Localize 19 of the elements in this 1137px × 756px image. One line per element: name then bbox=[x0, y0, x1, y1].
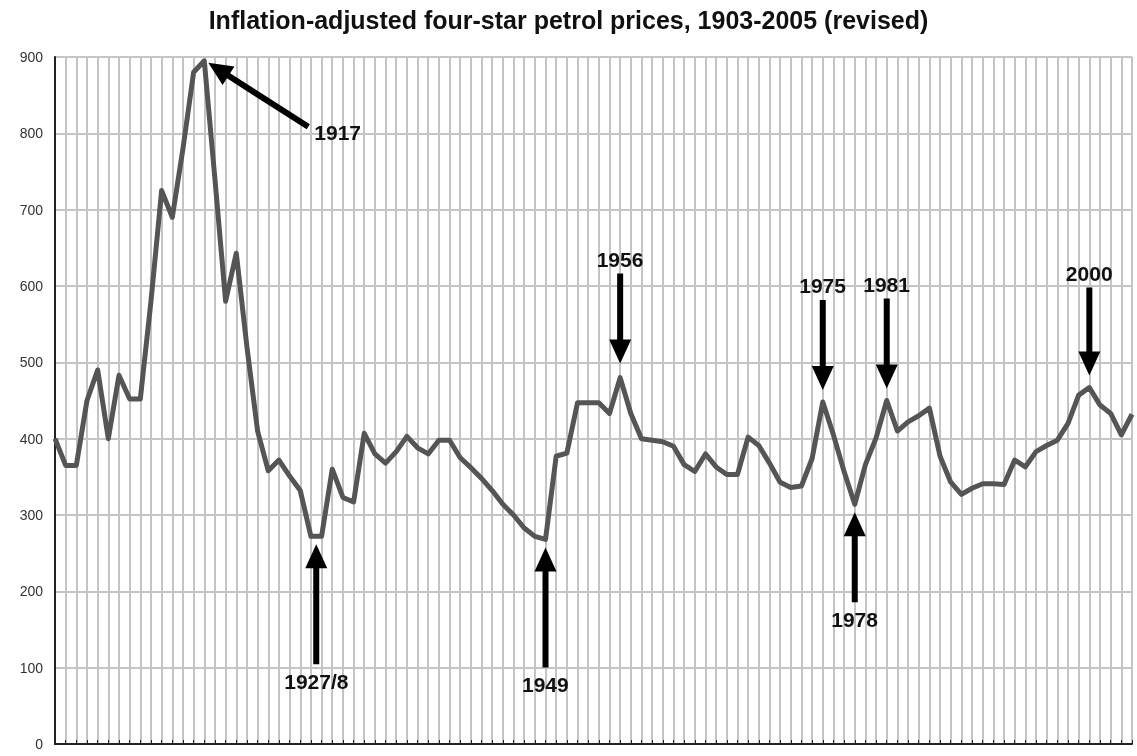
annotation: 1978 bbox=[831, 608, 878, 633]
annotation: 1975 bbox=[799, 274, 846, 299]
annotation: 1949 bbox=[522, 673, 569, 698]
y-tick-label: 100 bbox=[19, 659, 44, 676]
annotation: 1981 bbox=[863, 272, 910, 297]
y-tick-label: 200 bbox=[19, 583, 44, 600]
y-tick-label: 300 bbox=[19, 507, 44, 523]
chart-title: Inflation-adjusted four-star petrol prices, 1903-2005 (revised) bbox=[207, 6, 930, 35]
y-tick-label: 500 bbox=[19, 354, 44, 371]
annotation: 2000 bbox=[1065, 261, 1113, 286]
y-tick-label: 800 bbox=[19, 125, 44, 142]
y-tick-label: 900 bbox=[19, 49, 44, 65]
y-tick-label: 0 bbox=[35, 736, 44, 752]
y-tick-label: 600 bbox=[19, 278, 44, 294]
y-tick-label: 700 bbox=[19, 201, 44, 218]
y-tick-label: 400 bbox=[19, 430, 44, 447]
annotation: 1927/8 bbox=[284, 670, 349, 695]
annotation: 1956 bbox=[596, 247, 644, 272]
annotation: 1917 bbox=[314, 120, 361, 145]
